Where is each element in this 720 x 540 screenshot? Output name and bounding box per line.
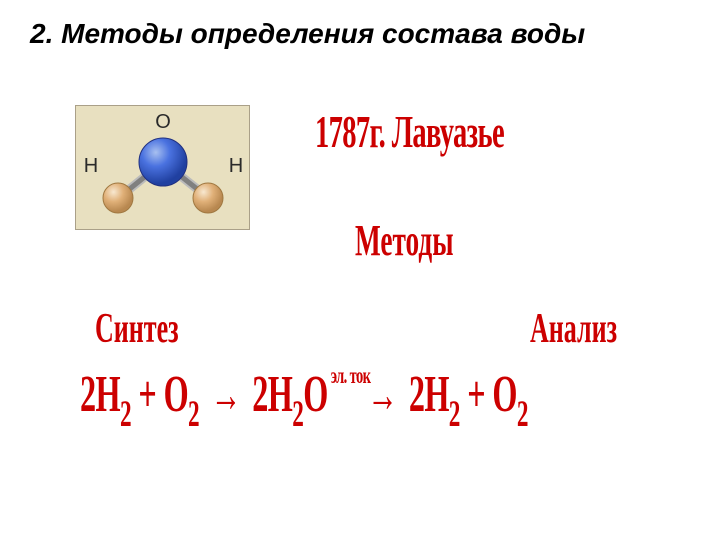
formula-sub2-1: 2 [120,394,131,435]
methods-heading: Методы [355,215,453,266]
formula-plus-1: + [131,366,164,423]
chemical-formula: 2H2 + O2 → 2H2O эл. ток → 2H2 + O2 [80,365,528,432]
hydrogen-right-label: H [229,155,243,177]
formula-2h2o: 2H [252,366,292,423]
molecule-diagram: O H H [75,105,250,230]
page-title: 2. Методы определения состава воды [0,0,720,50]
hydrogen-left-label: H [84,155,98,177]
formula-2h-2: 2H [409,366,449,423]
formula-sub2-2: 2 [188,394,199,435]
formula-arrow-2: → [373,370,409,426]
year-author-text: 1787г. Лавуазье [315,105,504,158]
formula-annotation: эл. ток [328,363,374,389]
formula-o-1: O [164,366,188,423]
formula-arrow-1: → [199,370,252,426]
analysis-label: Анализ [530,305,617,353]
formula-o-2: O [303,366,327,423]
formula-2h: 2H [80,366,120,423]
formula-o2-end: O [492,366,516,423]
synthesis-label: Синтез [95,305,179,353]
formula-sub2-5: 2 [517,394,528,435]
oxygen-label: O [155,111,171,133]
formula-sub2-4: 2 [449,394,460,435]
water-molecule-svg: O H H [76,106,251,231]
formula-plus-2: + [460,366,493,423]
formula-sub2-3: 2 [292,394,303,435]
